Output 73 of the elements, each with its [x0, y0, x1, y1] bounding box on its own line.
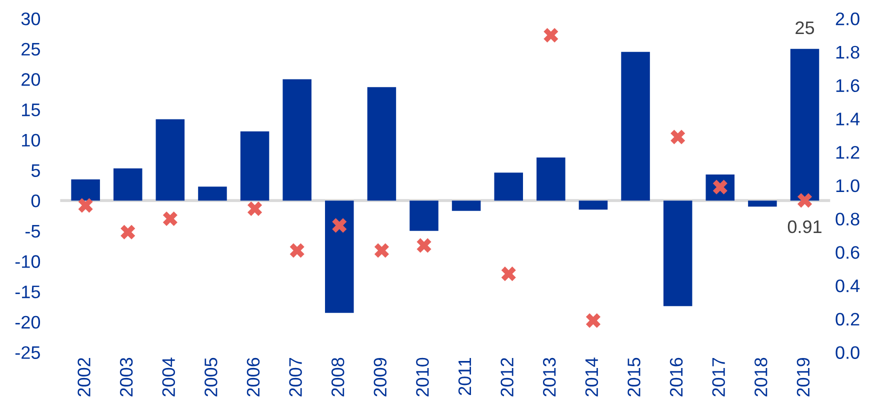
x-tick-label: 2015	[628, 358, 640, 396]
x-tick-label: 2009	[374, 358, 387, 396]
y2-tick-label: 0.2	[836, 312, 860, 326]
bar	[156, 119, 185, 201]
y-tick-label: -20	[15, 316, 40, 329]
bar	[621, 52, 650, 201]
y2-tick-label: 0.0	[836, 346, 860, 359]
y2-tick-label: 1.2	[836, 146, 860, 159]
y2-tick-label: 1.8	[836, 46, 860, 59]
x-tick-label: 2010	[416, 358, 429, 396]
data-label: 25	[796, 21, 814, 34]
bar	[536, 157, 566, 201]
x-tick-label: 2008	[331, 358, 344, 396]
y2-tick-label: 1.6	[836, 79, 860, 92]
x-tick-label: 2004	[162, 358, 176, 396]
bar	[71, 179, 100, 201]
bar	[240, 131, 270, 201]
y-tick-label: -15	[15, 286, 40, 298]
y-tick-label: -25	[15, 346, 40, 359]
y-tick-label: 20	[22, 73, 40, 86]
bar	[663, 200, 692, 306]
bar	[748, 200, 777, 207]
point	[78, 198, 93, 213]
bar	[198, 186, 227, 201]
x-tick-label: 2007	[289, 358, 302, 396]
point	[797, 193, 812, 208]
point	[374, 243, 389, 258]
x-tick-label: 2006	[246, 358, 260, 396]
x-tick-label: 2016	[670, 358, 683, 396]
x-tick-label: 2017	[712, 358, 725, 396]
bar	[494, 172, 523, 201]
x-tick-label: 2014	[585, 358, 598, 396]
point	[416, 238, 432, 253]
point	[120, 224, 136, 240]
y-tick-label: -5	[25, 225, 40, 238]
x-tick-label: 2003	[120, 358, 133, 396]
bar	[282, 79, 312, 201]
bar	[790, 48, 820, 201]
y2-tick-label: 0.4	[836, 279, 860, 292]
point	[290, 243, 304, 258]
y-tick-label: 0	[31, 194, 40, 208]
bar	[325, 200, 354, 313]
bar	[367, 87, 396, 201]
x-tick-label: 2019	[796, 358, 810, 396]
point	[332, 218, 347, 233]
bar	[113, 168, 142, 201]
x-tick-label: 2012	[500, 358, 514, 396]
point	[544, 28, 558, 43]
bar	[578, 200, 608, 210]
y-tick-label: 15	[22, 104, 40, 116]
x-tick-label: 2011	[458, 358, 472, 396]
y-tick-label: 25	[22, 42, 40, 56]
point	[670, 130, 686, 144]
y-tick-label: -10	[15, 255, 40, 268]
x-tick-label: 2002	[78, 358, 90, 396]
y-tick-label: 30	[21, 12, 40, 26]
point	[162, 211, 178, 226]
point	[501, 266, 516, 282]
y2-tick-label: 1.0	[836, 179, 860, 192]
y2-tick-label: 1.4	[836, 112, 860, 126]
x-tick-label: 2005	[204, 358, 218, 396]
y-tick-label: 5	[31, 164, 40, 177]
x-tick-label: 2018	[754, 358, 768, 396]
y2-tick-label: 0.8	[836, 212, 860, 226]
point	[248, 201, 262, 216]
data-label: 0.91	[788, 220, 822, 234]
bar	[410, 200, 438, 231]
point	[586, 313, 601, 328]
y2-tick-label: 2.0	[836, 12, 860, 26]
y2-tick-label: 0.6	[836, 246, 860, 259]
x-tick-label: 2013	[542, 358, 556, 396]
bar	[452, 200, 481, 211]
y-tick-label: 10	[22, 134, 40, 147]
